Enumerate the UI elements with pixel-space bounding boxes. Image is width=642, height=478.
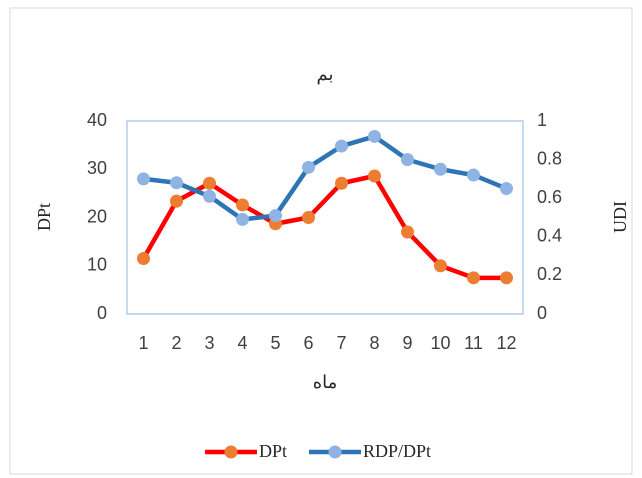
plot-area xyxy=(126,120,524,315)
data-point xyxy=(137,252,150,266)
data-point xyxy=(335,176,348,190)
data-point xyxy=(170,194,183,208)
data-point xyxy=(434,162,447,176)
y2-tick-label: 0.2 xyxy=(537,264,562,284)
chart-title: بم xyxy=(317,64,334,85)
y-tick-label: 40 xyxy=(87,110,107,130)
data-point xyxy=(269,209,282,223)
data-point xyxy=(203,176,216,190)
data-point xyxy=(137,172,150,186)
x-tick-label: 6 xyxy=(303,333,313,353)
y2-tick-label: 0.6 xyxy=(537,187,562,207)
data-point xyxy=(434,259,447,273)
y-tick-label: 10 xyxy=(87,255,107,275)
x-tick-label: 1 xyxy=(138,333,148,353)
data-point xyxy=(236,212,249,226)
chart-frame xyxy=(9,7,633,475)
y-tick-label: 0 xyxy=(97,303,107,323)
data-point xyxy=(302,160,315,174)
y2-tick-label: 0 xyxy=(537,303,547,323)
data-point xyxy=(368,169,381,183)
x-tick-label: 7 xyxy=(336,333,346,353)
data-point xyxy=(500,182,513,196)
legend-marker xyxy=(328,445,342,459)
data-point xyxy=(467,271,480,285)
data-point xyxy=(401,225,414,239)
data-point xyxy=(302,211,315,224)
data-point xyxy=(335,139,348,153)
x-tick-label: 5 xyxy=(270,333,280,353)
x-tick-label: 10 xyxy=(430,333,450,353)
legend-marker xyxy=(224,445,238,459)
x-tick-label: 9 xyxy=(402,333,412,353)
data-point xyxy=(236,198,249,212)
x-tick-label: 2 xyxy=(171,333,181,353)
data-point xyxy=(500,271,513,285)
x-tick-label: 3 xyxy=(204,333,214,353)
data-point xyxy=(467,168,480,182)
y-tick-label: 30 xyxy=(87,158,107,178)
x-tick-label: 12 xyxy=(496,333,516,353)
x-tick-label: 4 xyxy=(237,333,247,353)
legend-label: RDP/DPt xyxy=(363,441,431,461)
data-point xyxy=(401,153,414,167)
x-tick-label: 11 xyxy=(464,333,483,353)
y-tick-label: 20 xyxy=(87,206,107,226)
legend-label: DPt xyxy=(259,441,287,461)
y-axis-label: DPt xyxy=(34,203,54,231)
x-tick-label: 8 xyxy=(369,333,379,353)
x-axis-label: ماه xyxy=(313,372,338,392)
data-point xyxy=(203,189,216,203)
y2-axis-label: UDI xyxy=(610,201,630,233)
y2-tick-label: 0.8 xyxy=(537,148,562,168)
y2-tick-label: 0.4 xyxy=(537,226,562,246)
y2-tick-label: 1 xyxy=(537,110,547,130)
data-point xyxy=(368,129,381,143)
data-point xyxy=(170,176,183,190)
